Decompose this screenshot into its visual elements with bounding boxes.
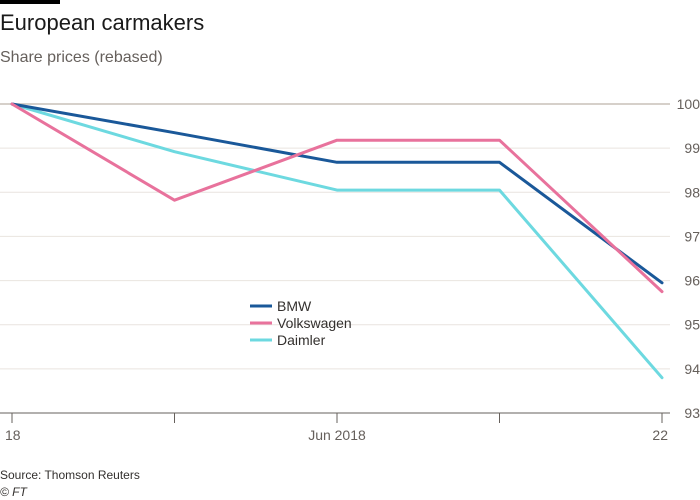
y-tick-label: 93 [684, 405, 700, 421]
brand-bar [0, 0, 60, 4]
y-tick-label: 95 [684, 317, 700, 333]
y-tick-label: 99 [684, 140, 700, 156]
legend-label-daimler: Daimler [277, 332, 326, 348]
legend-label-bmw: BMW [277, 298, 312, 314]
series-line-bmw [10, 102, 664, 285]
y-axis-labels: 93 94 95 96 97 98 99 100 [677, 96, 700, 421]
series-line-volkswagen [10, 102, 664, 294]
credit-note: © FT [0, 485, 27, 499]
x-axis: 18 Jun 2018 22 [0, 412, 670, 443]
chart-subtitle: Share prices (rebased) [0, 49, 163, 66]
gridlines [0, 103, 670, 370]
y-tick-label: 100 [677, 96, 700, 112]
x-tick-label: 22 [652, 427, 668, 443]
source-note: Source: Thomson Reuters [0, 468, 140, 482]
chart-title: European carmakers [0, 10, 205, 35]
x-tick-label: 18 [5, 427, 21, 443]
x-tick-label: Jun 2018 [308, 427, 366, 443]
y-tick-label: 98 [684, 184, 700, 200]
y-tick-label: 96 [684, 273, 700, 289]
y-tick-label: 94 [684, 361, 700, 377]
series-line-daimler [10, 102, 664, 380]
y-tick-label: 97 [684, 228, 700, 244]
series-lines [10, 102, 664, 380]
legend-label-volkswagen: Volkswagen [277, 315, 352, 331]
